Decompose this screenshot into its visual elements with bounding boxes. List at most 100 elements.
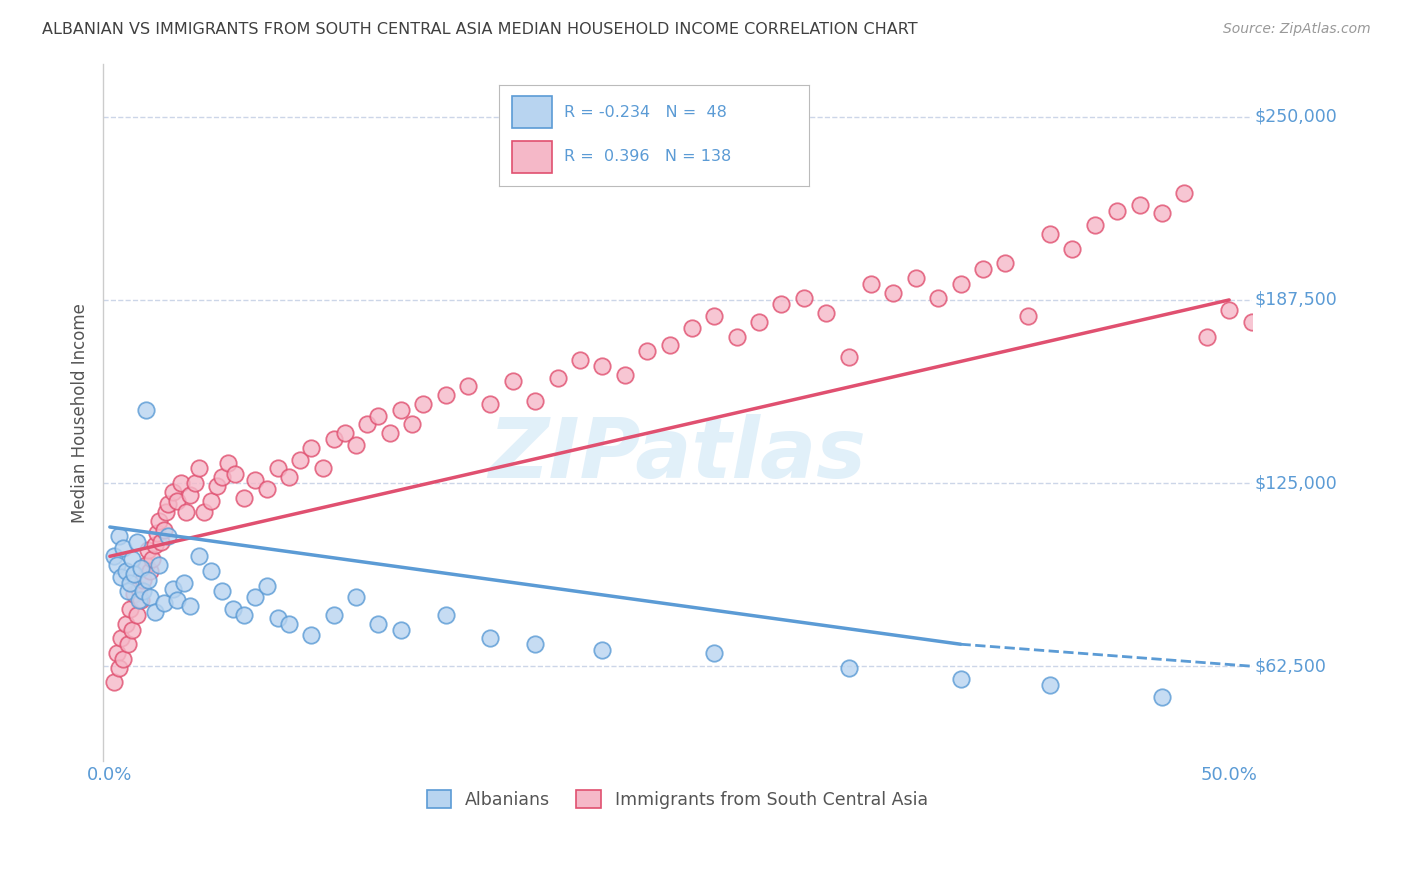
Point — [389, 402, 412, 417]
Point — [166, 593, 188, 607]
Point — [1308, 271, 1330, 285]
Point — [1218, 303, 1240, 318]
Point — [333, 426, 356, 441]
Point — [311, 461, 333, 475]
Point — [162, 484, 184, 499]
Point — [1150, 690, 1173, 704]
Point — [103, 675, 125, 690]
Point — [245, 591, 267, 605]
Point — [770, 297, 793, 311]
Point — [367, 616, 389, 631]
Point — [105, 558, 128, 573]
Point — [1062, 242, 1084, 256]
Point — [278, 470, 301, 484]
Point — [859, 277, 882, 291]
Point — [224, 467, 246, 482]
Point — [838, 660, 860, 674]
Point — [245, 473, 267, 487]
Point — [904, 271, 927, 285]
Point — [173, 575, 195, 590]
Point — [1353, 183, 1375, 197]
Point — [1240, 315, 1263, 329]
Point — [152, 596, 174, 610]
Point — [200, 564, 222, 578]
Point — [105, 646, 128, 660]
Point — [1173, 186, 1195, 200]
Point — [155, 505, 177, 519]
Point — [211, 470, 233, 484]
Point — [200, 493, 222, 508]
Point — [118, 575, 141, 590]
Point — [322, 432, 344, 446]
Point — [1017, 309, 1039, 323]
Point — [166, 493, 188, 508]
Point — [344, 438, 367, 452]
Point — [135, 558, 157, 573]
Point — [118, 602, 141, 616]
Point — [132, 573, 155, 587]
Point — [1375, 227, 1398, 241]
Text: Source: ZipAtlas.com: Source: ZipAtlas.com — [1223, 22, 1371, 37]
Point — [994, 256, 1017, 270]
Point — [114, 616, 136, 631]
Y-axis label: Median Household Income: Median Household Income — [72, 302, 89, 523]
Point — [148, 514, 170, 528]
Point — [162, 582, 184, 596]
Point — [207, 479, 229, 493]
Point — [1330, 212, 1353, 227]
Point — [1263, 294, 1285, 309]
Point — [502, 374, 524, 388]
Point — [143, 605, 166, 619]
Point — [141, 552, 163, 566]
Point — [1150, 206, 1173, 220]
Point — [112, 652, 135, 666]
Point — [288, 452, 311, 467]
Point — [132, 584, 155, 599]
Point — [793, 292, 815, 306]
Point — [170, 476, 193, 491]
Point — [1398, 197, 1406, 211]
Text: ZIPatlas: ZIPatlas — [488, 414, 866, 495]
Point — [256, 482, 278, 496]
Point — [344, 591, 367, 605]
Point — [613, 368, 636, 382]
Point — [148, 558, 170, 573]
Point — [838, 350, 860, 364]
Point — [107, 529, 129, 543]
Point — [117, 637, 139, 651]
Point — [658, 338, 681, 352]
Point — [117, 584, 139, 599]
Point — [636, 344, 658, 359]
Point — [110, 632, 132, 646]
Point — [412, 397, 434, 411]
Point — [882, 285, 904, 300]
Point — [139, 591, 162, 605]
Point — [927, 292, 949, 306]
Point — [378, 426, 401, 441]
Legend: Albanians, Immigrants from South Central Asia: Albanians, Immigrants from South Central… — [420, 783, 935, 815]
Point — [233, 607, 256, 622]
Point — [129, 593, 152, 607]
Point — [568, 353, 591, 368]
Point — [1285, 279, 1308, 293]
Point — [524, 394, 547, 409]
Point — [143, 538, 166, 552]
Point — [188, 549, 211, 564]
Point — [114, 564, 136, 578]
Point — [152, 523, 174, 537]
Text: $187,500: $187,500 — [1256, 291, 1337, 309]
Point — [103, 549, 125, 564]
Point — [157, 529, 180, 543]
Point — [184, 476, 207, 491]
Text: $125,000: $125,000 — [1256, 474, 1337, 492]
Point — [124, 587, 146, 601]
Point — [157, 497, 180, 511]
Point — [188, 461, 211, 475]
Point — [128, 593, 150, 607]
Text: $250,000: $250,000 — [1256, 108, 1337, 126]
Text: $62,500: $62,500 — [1256, 657, 1327, 675]
Point — [193, 505, 215, 519]
Point — [121, 623, 143, 637]
Point — [125, 607, 148, 622]
Point — [107, 660, 129, 674]
